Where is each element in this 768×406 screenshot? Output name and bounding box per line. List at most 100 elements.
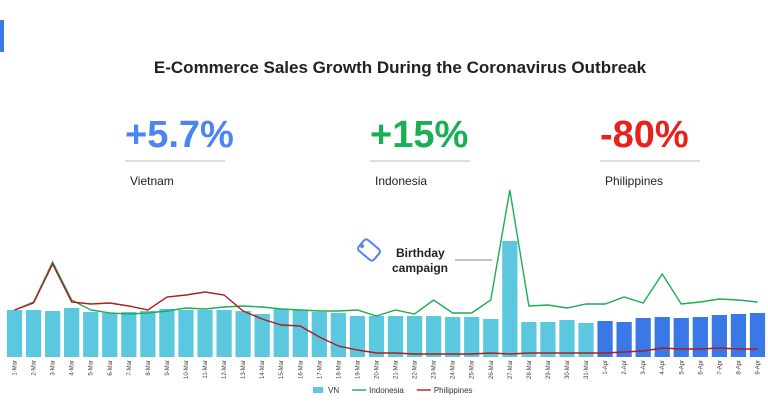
x-tick-label: 30-Mar	[565, 360, 571, 379]
x-tick-label: 8-Apr	[736, 360, 742, 375]
bar	[25, 310, 42, 357]
accent-bar	[0, 20, 4, 52]
bar	[616, 322, 632, 357]
bar	[578, 323, 594, 357]
bar	[254, 314, 270, 357]
bar	[330, 313, 346, 357]
bar	[349, 316, 366, 357]
annotation-icon	[357, 238, 381, 262]
stat-country: Indonesia	[375, 174, 427, 188]
stat-country: Philippines	[605, 174, 663, 188]
legend: VN Indonesia Philippines	[313, 386, 473, 395]
bar	[559, 320, 575, 357]
chart-title: E-Commerce Sales Growth During the Coron…	[154, 58, 647, 77]
x-tick-label: 31-Mar	[584, 360, 590, 379]
x-tick-label: 12-Mar	[222, 360, 228, 379]
bar	[216, 310, 232, 357]
x-tick-label: 2-Mar	[32, 360, 38, 376]
bar	[654, 317, 670, 357]
legend-swatch	[313, 387, 323, 393]
x-tick-label: 28-Mar	[527, 360, 533, 379]
x-tick-label: 1-Mar	[13, 360, 19, 376]
x-tick-label: 19-Mar	[355, 360, 361, 379]
bar	[464, 317, 480, 357]
bar	[45, 311, 61, 357]
line	[14, 262, 758, 355]
x-tick-label: 13-Mar	[241, 360, 247, 379]
annotation-text: Birthday	[396, 246, 445, 260]
bar	[521, 322, 537, 357]
x-tick-label: 4-Apr	[660, 360, 666, 375]
x-tick-label: 2-Apr	[622, 360, 628, 375]
bar	[597, 321, 613, 357]
x-tick-label: 10-Mar	[184, 360, 190, 379]
x-tick-label: 4-Mar	[70, 360, 76, 376]
x-tick-label: 6-Apr	[698, 360, 704, 375]
bar	[235, 311, 251, 357]
x-tick-label: 21-Mar	[394, 360, 400, 379]
annotation-text: campaign	[392, 261, 448, 275]
bar	[502, 241, 518, 357]
bar	[311, 312, 327, 357]
legend-label: Indonesia	[369, 386, 404, 395]
bar	[292, 310, 308, 357]
bar	[445, 317, 461, 357]
x-tick-label: 11-Mar	[203, 360, 209, 379]
bar	[673, 318, 689, 357]
x-tick-label: 8-Mar	[146, 360, 152, 376]
x-tick-label: 5-Apr	[679, 360, 685, 375]
x-tick-label: 1-Apr	[603, 360, 609, 375]
bar	[635, 318, 651, 357]
x-tick-label: 17-Mar	[317, 360, 323, 379]
x-tick-label: 16-Mar	[298, 360, 304, 379]
bar	[140, 311, 156, 357]
bar	[426, 316, 442, 357]
stat-country: Vietnam	[130, 174, 174, 188]
bar	[368, 316, 385, 357]
bar	[406, 316, 423, 357]
x-tick-label: 3-Mar	[51, 360, 57, 376]
bar	[273, 309, 289, 357]
bar	[387, 316, 404, 357]
x-tick-label: 3-Apr	[641, 360, 647, 375]
stat-value: +15%	[370, 114, 468, 156]
x-tick-label: 29-Mar	[546, 360, 552, 379]
x-tick-label: 7-Mar	[127, 360, 133, 376]
bar	[102, 313, 118, 357]
legend-label: VN	[328, 386, 339, 395]
bar	[178, 310, 194, 357]
x-tick-label: 18-Mar	[336, 360, 342, 379]
bar	[749, 313, 766, 357]
x-tick-label: 26-Mar	[489, 360, 495, 379]
x-tick-label: 25-Mar	[470, 360, 476, 379]
x-tick-label: 23-Mar	[432, 360, 438, 379]
annotation-icon-dot	[360, 244, 364, 248]
stat-value: -80%	[600, 114, 689, 156]
bar	[121, 312, 137, 357]
legend-label: Philippines	[434, 386, 473, 395]
bar	[197, 310, 213, 357]
line	[14, 189, 758, 317]
x-tick-label: 6-Mar	[108, 360, 114, 376]
x-tick-label: 27-Mar	[508, 360, 514, 379]
x-tick-label: 9-Mar	[165, 360, 171, 376]
bar	[692, 317, 708, 357]
x-tick-label: 14-Mar	[260, 360, 266, 379]
bar	[711, 315, 727, 357]
x-tick-label: 5-Mar	[89, 360, 95, 376]
stat-value: +5.7%	[125, 114, 234, 156]
x-tick-label: 7-Apr	[717, 360, 723, 375]
bar	[83, 312, 99, 357]
bar	[483, 319, 499, 357]
bar	[64, 308, 80, 357]
x-tick-label: 22-Mar	[413, 360, 419, 379]
x-tick-label: 15-Mar	[279, 360, 285, 379]
plot: 1-Mar 2-Mar 3-Mar 4-Mar 5-Mar 6-Mar 7-Mar 8-Mar…	[6, 189, 766, 379]
x-tick-label: 24-Mar	[451, 360, 457, 379]
bar	[730, 314, 747, 357]
x-tick-label: 20-Mar	[374, 360, 380, 379]
bar	[540, 322, 556, 357]
stats: +5.7% Vietnam +15% Indonesia -80% Philippines	[125, 114, 700, 188]
